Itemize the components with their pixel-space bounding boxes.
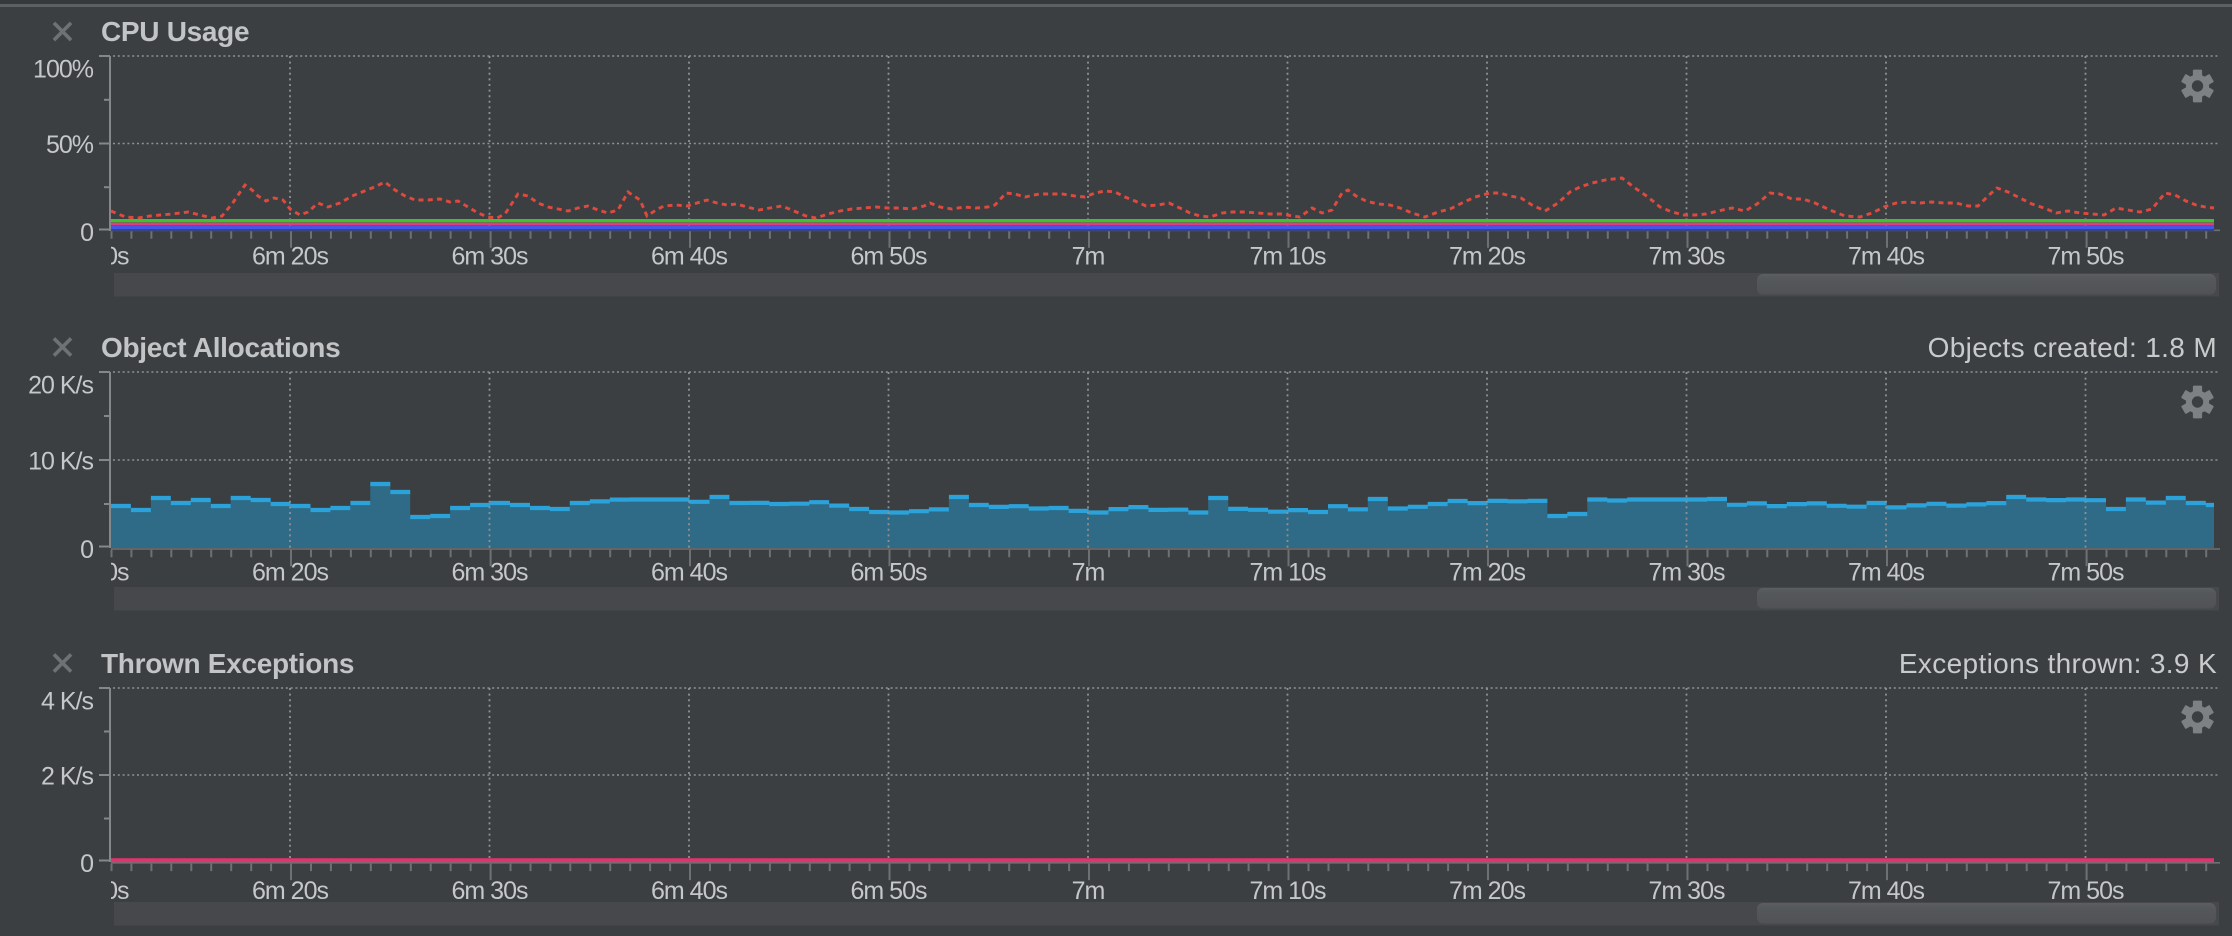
svg-text:7m 10s: 7m 10s <box>1250 559 1326 587</box>
svg-text:Thrown Exceptions: Thrown Exceptions <box>101 648 354 679</box>
svg-text:7m 30s: 7m 30s <box>1649 243 1725 271</box>
svg-text:7m 40s: 7m 40s <box>1848 243 1924 271</box>
svg-text:6m 50s: 6m 50s <box>851 877 927 905</box>
svg-text:6m 40s: 6m 40s <box>651 559 727 587</box>
svg-text:Objects created: 1.8 M: Objects created: 1.8 M <box>1928 332 2217 363</box>
svg-text:7m: 7m <box>1072 559 1105 587</box>
svg-text:50%: 50% <box>46 131 94 159</box>
svg-text:7m 40s: 7m 40s <box>1848 559 1924 587</box>
svg-text:0: 0 <box>80 850 93 878</box>
svg-text:7m 20s: 7m 20s <box>1449 877 1525 905</box>
svg-text:7m 30s: 7m 30s <box>1649 559 1725 587</box>
svg-text:6m 40s: 6m 40s <box>651 877 727 905</box>
svg-text:Exceptions thrown: 3.9 K: Exceptions thrown: 3.9 K <box>1899 648 2217 679</box>
svg-text:2 K/s: 2 K/s <box>41 763 93 791</box>
svg-text:7m 20s: 7m 20s <box>1449 243 1525 271</box>
svg-text:CPU Usage: CPU Usage <box>101 16 249 47</box>
svg-text:6m 50s: 6m 50s <box>851 559 927 587</box>
svg-text:6m 50s: 6m 50s <box>851 243 927 271</box>
svg-text:7m 10s: 7m 10s <box>1250 243 1326 271</box>
svg-text:6m 30s: 6m 30s <box>452 559 528 587</box>
svg-text:4 K/s: 4 K/s <box>41 688 93 716</box>
svg-text:0: 0 <box>80 219 93 247</box>
svg-text:0: 0 <box>80 536 93 564</box>
svg-text:6m 10s: 6m 10s <box>53 877 129 905</box>
svg-text:7m 30s: 7m 30s <box>1649 877 1725 905</box>
svg-text:6m 10s: 6m 10s <box>53 243 129 271</box>
svg-text:7m: 7m <box>1072 243 1105 271</box>
svg-text:7m 40s: 7m 40s <box>1848 877 1924 905</box>
svg-text:7m: 7m <box>1072 877 1105 905</box>
svg-text:7m 50s: 7m 50s <box>2048 877 2124 905</box>
svg-text:6m 30s: 6m 30s <box>452 877 528 905</box>
svg-text:20 K/s: 20 K/s <box>28 372 93 400</box>
svg-text:7m 10s: 7m 10s <box>1250 877 1326 905</box>
svg-text:100%: 100% <box>33 56 94 84</box>
svg-text:6m 20s: 6m 20s <box>252 559 328 587</box>
svg-text:6m 20s: 6m 20s <box>252 877 328 905</box>
svg-text:6m 40s: 6m 40s <box>651 243 727 271</box>
svg-text:Object Allocations: Object Allocations <box>101 332 340 363</box>
svg-text:7m 50s: 7m 50s <box>2048 559 2124 587</box>
svg-text:6m 30s: 6m 30s <box>452 243 528 271</box>
svg-text:7m 20s: 7m 20s <box>1449 559 1525 587</box>
svg-text:6m 20s: 6m 20s <box>252 243 328 271</box>
svg-text:10 K/s: 10 K/s <box>28 448 93 476</box>
svg-text:6m 10s: 6m 10s <box>53 559 129 587</box>
svg-text:7m 50s: 7m 50s <box>2048 243 2124 271</box>
